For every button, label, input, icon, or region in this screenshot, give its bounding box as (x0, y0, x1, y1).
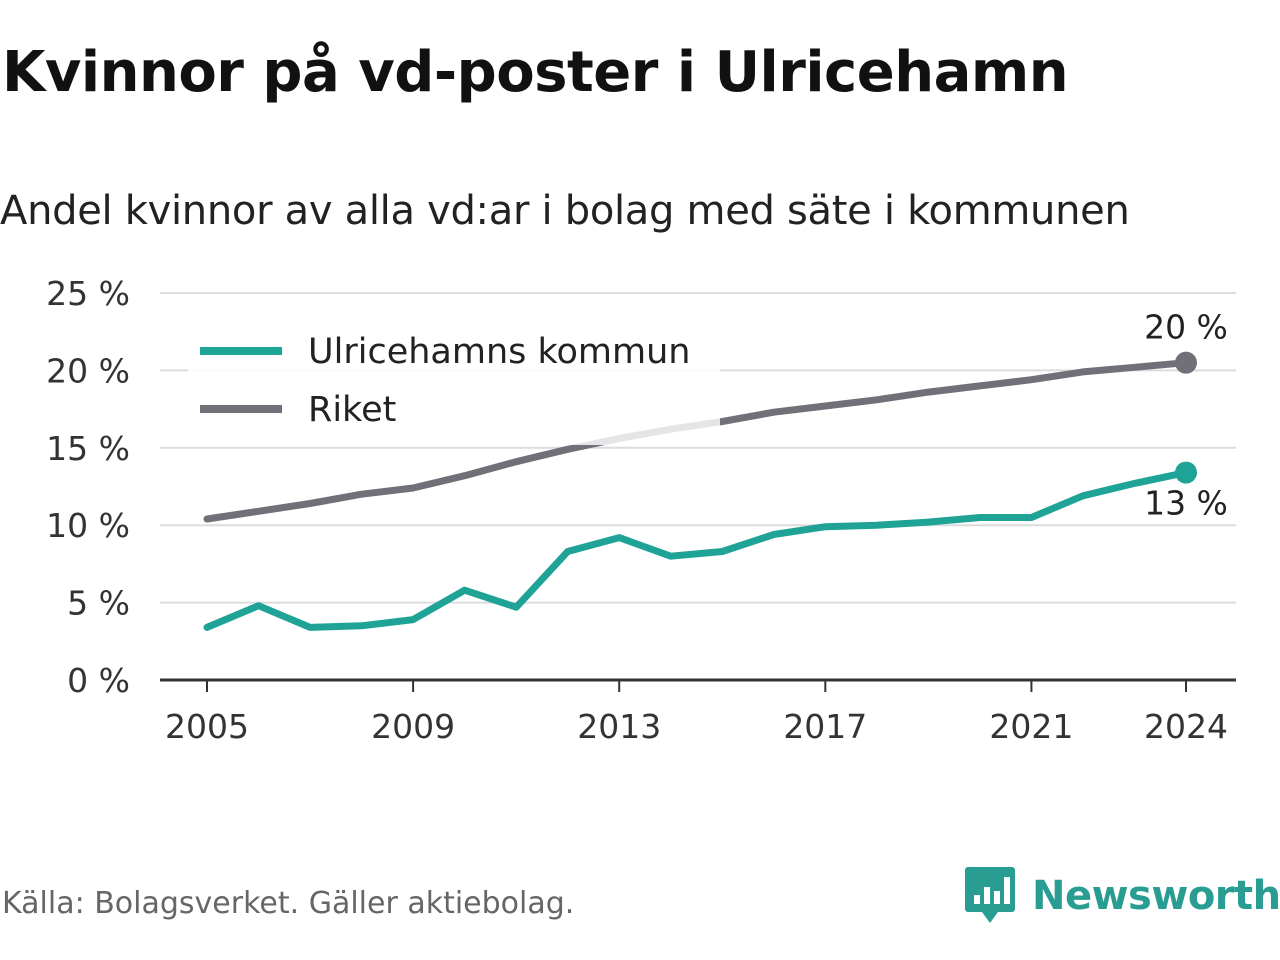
x-tick-label: 2017 (783, 707, 867, 746)
end-value-label: 13 % (1144, 484, 1228, 523)
legend-label: Ulricehamns kommun (308, 332, 691, 372)
end-point-marker (1175, 461, 1197, 484)
end-labels: 13 % 20 % (1144, 308, 1228, 523)
x-tick-label: 2024 (1144, 707, 1228, 746)
x-tick-label: 2021 (989, 707, 1073, 746)
y-tick-label: 0 % (67, 661, 130, 700)
end-point-marker (1175, 351, 1197, 374)
newsworthy-logo-icon (965, 867, 1015, 923)
legend-background (188, 323, 720, 445)
brand-name: Newsworthy (1032, 873, 1280, 919)
end-value-label: 20 % (1144, 308, 1228, 347)
chart-subtitle: Andel kvinnor av alla vd:ar i bolag med … (0, 188, 1130, 234)
y-tick-label: 10 % (46, 506, 130, 545)
y-tick-label: 15 % (46, 429, 130, 468)
x-tick-label: 2013 (577, 707, 661, 746)
source-note: Källa: Bolagsverket. Gäller aktiebolag. (2, 886, 575, 921)
series-line (203, 469, 1190, 631)
y-tick-label: 25 % (46, 274, 130, 313)
axis-layer: 0 % 5 % 10 % 15 % 20 % 25 % 2005 2009 2013 2017 20… (46, 274, 1236, 746)
x-tick-label: 2009 (371, 707, 455, 746)
y-tick-label: 20 % (46, 351, 130, 390)
x-tick-label: 2005 (165, 707, 249, 746)
brand[interactable]: Newsworthy (964, 864, 1280, 928)
legend: Ulricehamns kommun Riket (188, 323, 720, 445)
legend-label: Riket (308, 390, 396, 430)
chart-title: Kvinnor på vd-poster i Ulricehamn (2, 40, 1069, 105)
y-tick-label: 5 % (67, 584, 130, 623)
